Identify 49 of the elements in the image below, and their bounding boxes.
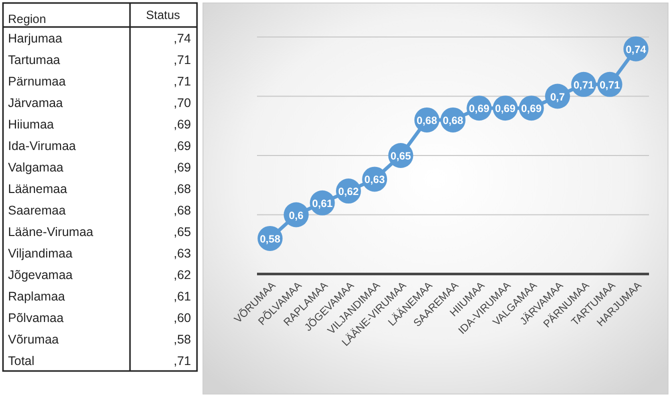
data-label: 0,69 xyxy=(468,103,490,116)
data-label: 0,69 xyxy=(495,103,516,116)
data-label: 0,68 xyxy=(442,114,464,127)
text: ,69 xyxy=(174,138,191,153)
data-label: 0,68 xyxy=(416,114,438,127)
category-label: Jõgevamaa xyxy=(8,268,73,282)
category-label: Viljandimaa xyxy=(8,246,72,260)
data-label: 0,7 xyxy=(550,91,565,104)
data-label: 0,71 xyxy=(600,79,620,92)
data-label: 0,74 xyxy=(626,44,646,56)
category-label: Total xyxy=(8,354,34,368)
category-label: Valgamaa xyxy=(8,160,64,174)
category-label: Lääne-Virumaa xyxy=(8,224,94,239)
category-label: Harjumaa xyxy=(8,31,62,46)
data-label: 0,6 xyxy=(288,210,304,222)
text: ,63 xyxy=(174,246,191,260)
text: ,58 xyxy=(174,332,191,346)
text: ,71 xyxy=(174,52,191,67)
text: ,71 xyxy=(174,74,191,88)
text: ,74 xyxy=(174,31,191,46)
data-label: 0,62 xyxy=(338,186,359,198)
data-label: 0,58 xyxy=(260,233,280,246)
text: Region xyxy=(8,12,46,26)
text: ,70 xyxy=(174,96,191,110)
text: ,69 xyxy=(174,160,191,174)
category-label: Tartumaa xyxy=(8,52,60,67)
category-label: Saaremaa xyxy=(8,203,66,218)
category-label: Pärnumaa xyxy=(8,74,66,88)
data-label: 0,61 xyxy=(312,198,333,210)
category-label: Järvamaa xyxy=(8,96,63,110)
category-label: Läänemaa xyxy=(8,182,68,196)
text: ,65 xyxy=(174,224,191,239)
text: ,61 xyxy=(174,289,191,304)
text: ,68 xyxy=(174,182,191,196)
text: ,71 xyxy=(174,354,191,368)
data-label: 0,69 xyxy=(521,103,542,116)
category-label: Hiiumaa xyxy=(8,117,54,132)
text: ,68 xyxy=(174,203,191,218)
data-label: 0,71 xyxy=(573,79,594,92)
text: Status xyxy=(146,8,180,22)
data-label: 0,65 xyxy=(390,150,412,162)
category-label: Võrumaa xyxy=(8,332,59,346)
category-label: Ida-Virumaa xyxy=(8,138,76,153)
category-label: Põlvamaa xyxy=(8,310,64,325)
category-label: Raplamaa xyxy=(8,289,66,304)
text: ,62 xyxy=(174,268,191,282)
text: ,69 xyxy=(174,117,191,132)
text: ,60 xyxy=(174,310,191,325)
data-label: 0,63 xyxy=(364,174,385,186)
